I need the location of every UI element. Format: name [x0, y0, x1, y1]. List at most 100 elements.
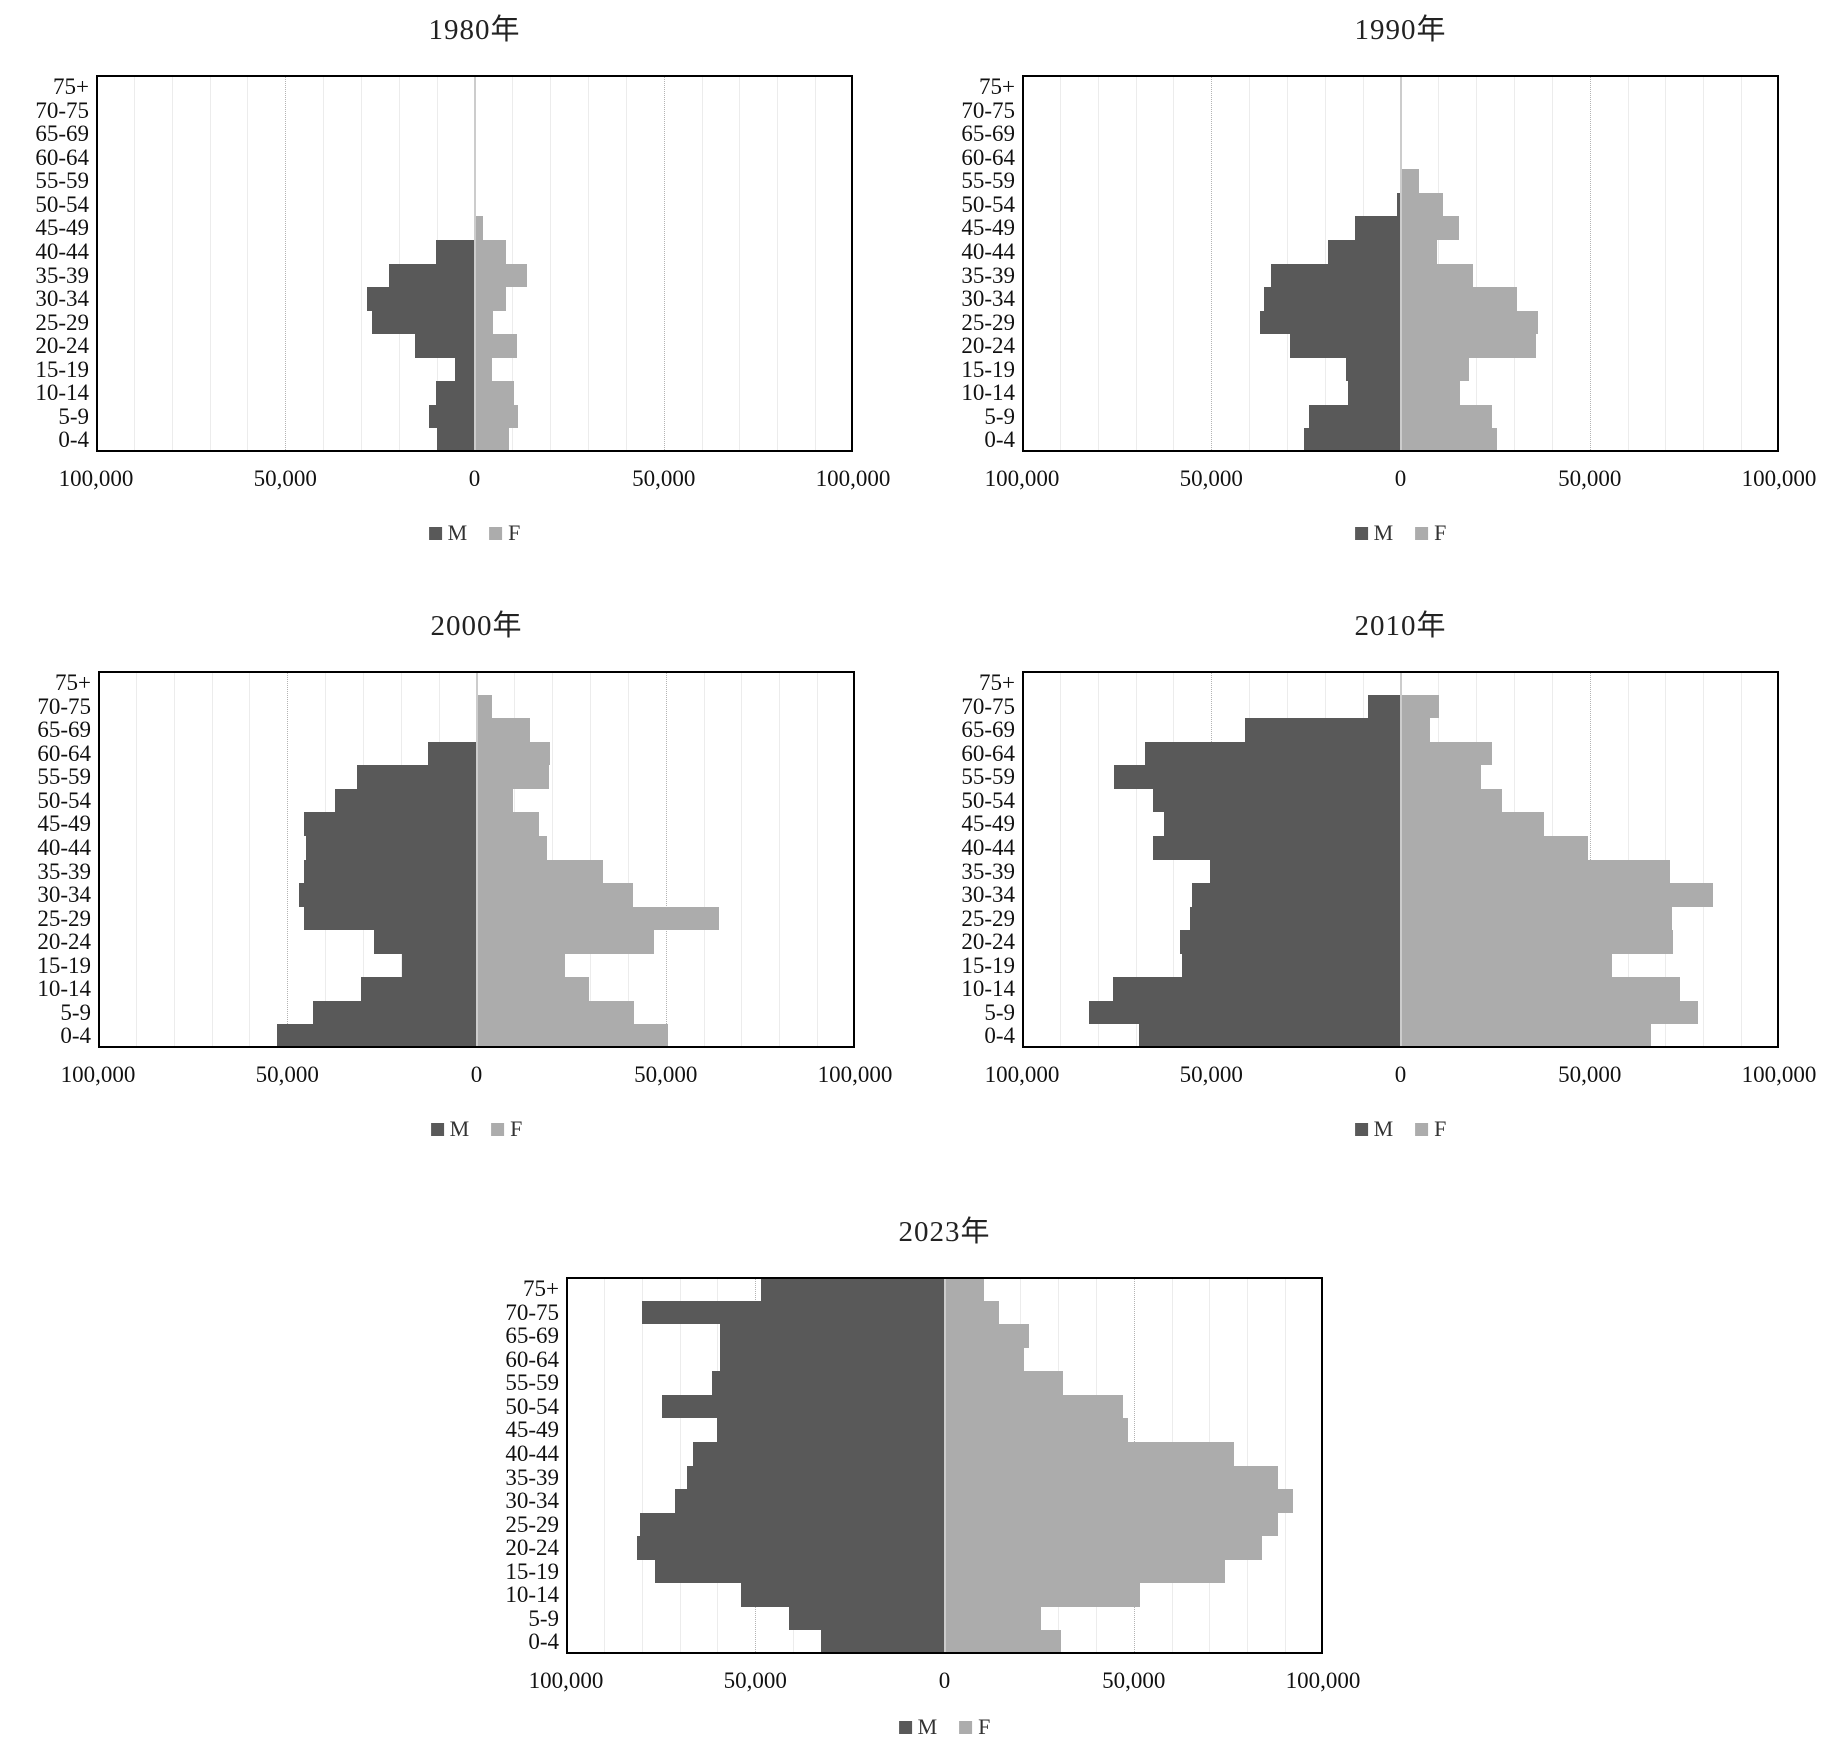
gridline: [1249, 671, 1251, 1048]
gridline: [400, 671, 402, 1048]
chart-title-2010: 2010年: [1354, 610, 1447, 642]
female-swatch-icon: [1415, 1122, 1429, 1136]
gridline: [1438, 671, 1440, 1048]
x-axis-tick-2: 0: [1394, 1062, 1407, 1087]
bar-female-15-19: [1400, 953, 1613, 978]
gridline: [1703, 75, 1705, 452]
gridline: [133, 75, 135, 452]
male-swatch-icon: [430, 1122, 444, 1136]
x-axis-tick-2: 0: [1394, 466, 1407, 491]
x-axis-tick-4: 100,000: [1285, 1668, 1361, 1693]
y-axis-label-25-29: 25-29: [505, 1511, 559, 1537]
gridline: [1324, 75, 1326, 452]
gridline: [906, 1277, 908, 1654]
x-axis-tick-4: 100,000: [817, 1062, 893, 1087]
x-axis-tick-2: 0: [938, 1668, 951, 1693]
bar-male-35-39: [1209, 859, 1401, 884]
gridline: [1135, 671, 1137, 1048]
bar-male-50-54: [662, 1394, 945, 1419]
legend-item-female: F: [491, 1116, 522, 1142]
y-axis-label-10-14: 10-14: [961, 380, 1015, 406]
gridline: [982, 1277, 984, 1654]
gridline: [1703, 671, 1705, 1048]
gridline: [514, 671, 516, 1048]
bar-male-55-59: [1114, 765, 1401, 789]
bar-female-20-24: [1400, 334, 1537, 358]
bar-male-25-29: [1190, 906, 1401, 931]
y-axis-label-0-4: 0-4: [528, 1629, 559, 1655]
bar-female-45-49: [474, 216, 483, 240]
bar-male-15-19: [1345, 357, 1401, 382]
gridline-50k: [755, 1277, 757, 1654]
plot-border: [1022, 671, 1779, 1048]
gridline: [398, 75, 400, 452]
y-axis-label-40-44: 40-44: [37, 834, 91, 860]
y-axis-label-10-14: 10-14: [35, 380, 89, 406]
bar-male-70-75: [1368, 694, 1401, 719]
bar-female-70-75: [476, 694, 492, 719]
y-axis-label-60-64: 60-64: [35, 144, 89, 170]
y-axis-label-35-39: 35-39: [37, 858, 91, 884]
legend-label-male: M: [449, 1116, 470, 1141]
bar-male-35-39: [304, 859, 477, 884]
y-axis-label-25-29: 25-29: [961, 309, 1015, 335]
bar-male-30-34: [1263, 287, 1401, 311]
bar-male-30-34: [1191, 883, 1401, 907]
gridline: [1097, 75, 1099, 452]
y-axis-label-50-54: 50-54: [35, 191, 89, 217]
bar-male-45-49: [716, 1418, 945, 1442]
x-axis-tick-4: 100,000: [815, 466, 891, 491]
x-axis-tick-0: 100,000: [984, 466, 1060, 491]
bar-female-0-4: [476, 1024, 669, 1048]
bar-male-30-34: [298, 883, 477, 907]
gridline: [815, 75, 817, 452]
bar-female-50-54: [1400, 788, 1502, 813]
bar-male-60-64: [1145, 741, 1401, 766]
bar-female-65-69: [476, 718, 530, 742]
bar-male-35-39: [686, 1465, 945, 1490]
bar-female-20-24: [944, 1536, 1263, 1560]
bar-male-20-24: [374, 930, 477, 954]
bar-male-0-4: [277, 1024, 477, 1048]
chart-title-2000: 2000年: [430, 610, 523, 642]
y-axis-label-40-44: 40-44: [961, 834, 1015, 860]
gridline: [588, 75, 590, 452]
bar-female-10-14: [1400, 977, 1681, 1001]
bar-male-5-9: [1308, 404, 1401, 429]
gridline: [1020, 1277, 1022, 1654]
y-axis-label-65-69: 65-69: [505, 1323, 559, 1349]
bar-female-10-14: [474, 381, 514, 405]
plot-border: [98, 671, 855, 1048]
male-swatch-icon: [1354, 526, 1368, 540]
legend-item-male: M: [1354, 1116, 1394, 1142]
male-swatch-icon: [428, 526, 442, 540]
gridline: [247, 75, 249, 452]
legend-label-female: F: [1434, 1116, 1447, 1141]
x-axis-tick-3: 50,000: [1558, 466, 1622, 491]
bar-male-55-59: [356, 765, 477, 789]
gridline: [603, 1277, 605, 1654]
bar-male-30-34: [674, 1489, 945, 1513]
gridline: [1741, 75, 1743, 452]
gridline: [741, 671, 743, 1048]
bar-female-60-64: [1400, 741, 1493, 766]
bar-female-15-19: [476, 953, 565, 978]
gridline: [325, 671, 327, 1048]
bar-male-65-69: [1244, 718, 1401, 742]
bar-male-60-64: [720, 1347, 945, 1372]
bar-female-45-49: [1400, 812, 1544, 836]
gridline: [625, 75, 627, 452]
bar-female-30-34: [1400, 883, 1714, 907]
y-axis-label-0-4: 0-4: [60, 1023, 91, 1049]
gridline: [1362, 75, 1364, 452]
y-axis-label-5-9: 5-9: [58, 403, 89, 429]
legend-label-male: M: [1373, 1116, 1394, 1141]
plot-area-1980: [96, 75, 853, 452]
y-axis-label-0-4: 0-4: [984, 1023, 1015, 1049]
bar-female-15-19: [1400, 357, 1470, 382]
plot-area-1990: [1022, 75, 1779, 452]
y-axis-label-10-14: 10-14: [37, 976, 91, 1002]
